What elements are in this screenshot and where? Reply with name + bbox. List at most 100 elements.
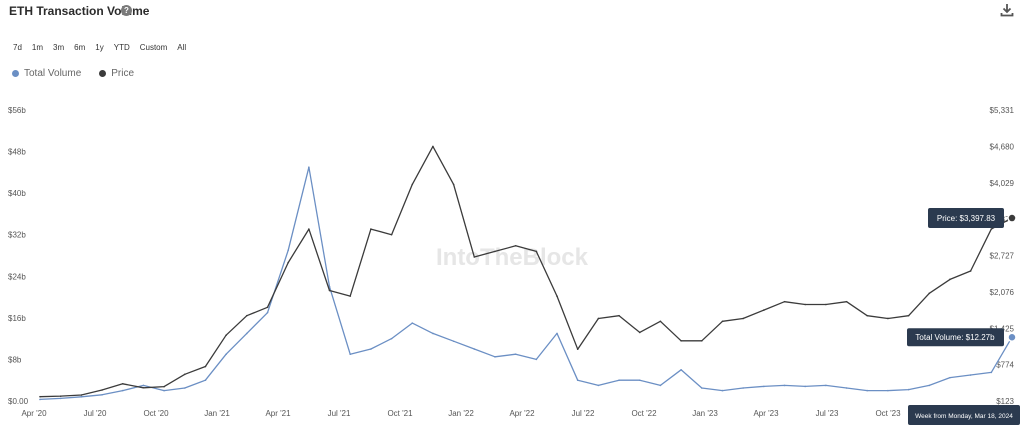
data-point-total-volume	[866, 389, 869, 392]
data-point-total-volume	[659, 384, 662, 387]
data-point-total-volume	[928, 384, 931, 387]
y-right-tick-label: $2,076	[990, 288, 1015, 297]
data-point-price	[142, 386, 145, 389]
data-point-price	[473, 256, 476, 258]
data-point-total-volume	[680, 369, 682, 371]
data-point-total-volume	[804, 385, 806, 388]
legend-item-price[interactable]: Price	[99, 68, 134, 79]
x-tick-label: Jan '21	[204, 409, 230, 418]
data-point-price	[597, 317, 600, 320]
legend-item-total-volume[interactable]: Total Volume	[12, 68, 81, 79]
data-point-price	[887, 317, 889, 320]
data-point-total-volume	[949, 376, 951, 379]
data-point-price	[845, 300, 848, 303]
y-left-tick-label: $48b	[8, 148, 26, 157]
legend-dot-price	[99, 70, 107, 77]
data-point-total-volume	[39, 398, 41, 401]
data-point-price	[308, 228, 310, 230]
data-point-total-volume	[328, 285, 331, 288]
data-point-total-volume	[907, 388, 910, 391]
range-button-custom[interactable]: Custom	[139, 43, 168, 52]
range-button-1y[interactable]: 1y	[95, 43, 104, 52]
range-button-1m[interactable]: 1m	[31, 43, 44, 52]
price-tooltip-text: Price: $3,397.83	[937, 214, 996, 223]
price-tooltip	[928, 208, 1004, 229]
data-point-price	[432, 145, 434, 148]
data-point-price	[494, 250, 496, 253]
x-tick-label: Jul '21	[328, 409, 351, 418]
data-point-price	[928, 292, 931, 295]
data-point-price	[225, 334, 227, 337]
data-point-price	[556, 295, 558, 297]
y-left-tick-label: $16b	[8, 314, 26, 323]
y-right-tick-label: $4,680	[990, 142, 1015, 151]
data-point-price	[700, 340, 703, 342]
volume-tooltip-text: Total Volume: $12.27b	[915, 333, 995, 342]
series-line-price	[39, 145, 1013, 398]
data-point-total-volume	[535, 358, 538, 361]
range-button-all[interactable]: All	[177, 43, 187, 52]
data-point-price	[638, 331, 641, 334]
data-point-price	[659, 320, 662, 323]
data-point-total-volume	[845, 387, 848, 389]
data-point-price	[576, 348, 579, 351]
data-point-total-volume	[349, 353, 352, 356]
x-tick-label: Jan '22	[448, 409, 474, 418]
range-button-ytd[interactable]: YTD	[113, 43, 130, 52]
data-point-price	[452, 183, 455, 186]
data-point-total-volume	[370, 348, 372, 350]
range-button-6m[interactable]: 6m	[74, 43, 86, 52]
x-tick-label: Apr '21	[265, 409, 291, 418]
x-tick-label: Apr '23	[753, 409, 779, 418]
data-point-price	[866, 314, 869, 317]
data-point-price	[204, 365, 207, 368]
date-tooltip-text: Week from Monday, Mar 18, 2024	[915, 413, 1013, 420]
y-left-tick-label: $24b	[8, 272, 26, 281]
x-tick-label: Apr '20	[21, 409, 47, 418]
legend: Total Volume Price	[12, 68, 134, 79]
y-left-tick-label: $32b	[8, 231, 26, 240]
data-point-price	[804, 303, 806, 306]
data-point-price	[349, 295, 352, 297]
data-point-total-volume	[204, 379, 207, 382]
volume-tooltip	[907, 328, 1004, 347]
data-point-price	[907, 314, 910, 317]
data-point-total-volume	[142, 384, 145, 387]
data-point-total-volume	[183, 387, 186, 389]
data-point-price	[742, 317, 744, 320]
data-point-total-volume	[700, 387, 703, 389]
data-point-price	[80, 394, 83, 396]
y-right-tick-label: $4,029	[990, 179, 1015, 188]
data-point-total-volume	[514, 353, 517, 356]
data-point-total-volume	[597, 384, 600, 387]
y-right-tick-label: $2,727	[990, 252, 1015, 261]
y-right-tick-label: $5,331	[990, 106, 1015, 115]
series-line-total-volume	[39, 166, 1013, 401]
data-point-price	[763, 309, 765, 311]
x-tick-label: Oct '20	[143, 409, 169, 418]
data-point-price	[266, 306, 269, 309]
data-point-total-volume	[225, 353, 227, 356]
data-point-price	[390, 233, 393, 236]
data-point-total-volume	[308, 166, 310, 168]
x-tick-label: Jul '20	[84, 409, 107, 418]
range-button-7d[interactable]: 7d	[13, 43, 22, 52]
data-point-price	[618, 314, 620, 317]
data-point-total-volume	[783, 384, 786, 387]
data-point-price	[59, 395, 62, 397]
data-point-total-volume	[121, 389, 124, 392]
data-point-total-volume	[473, 348, 476, 350]
data-point-price	[969, 270, 972, 272]
download-icon[interactable]	[1000, 3, 1014, 17]
data-point-total-volume	[990, 371, 993, 374]
range-button-3m[interactable]: 3m	[53, 43, 65, 52]
data-point-total-volume	[556, 332, 558, 335]
data-point-total-volume	[721, 389, 724, 392]
data-point-total-volume	[494, 356, 496, 358]
help-icon[interactable]: ?	[121, 5, 132, 16]
y-left-tick-label: $56b	[8, 106, 26, 115]
y-left-tick-label: $0.00	[8, 397, 29, 406]
data-point-total-volume	[266, 311, 269, 314]
y-right-tick-label: $123	[996, 397, 1014, 406]
